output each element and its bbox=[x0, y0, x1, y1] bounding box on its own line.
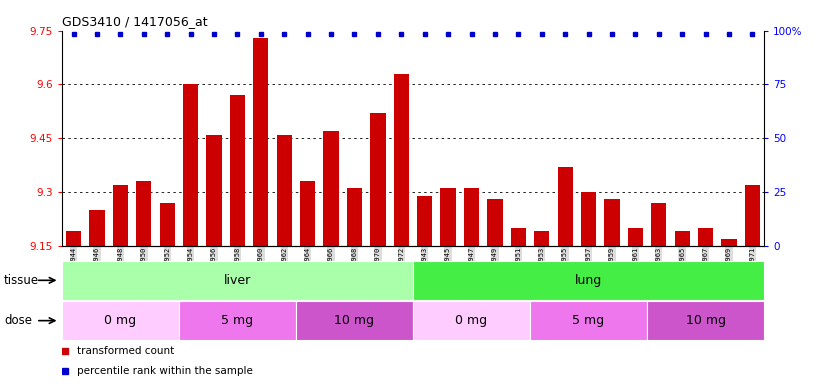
Bar bbox=[66, 232, 81, 246]
Bar bbox=[675, 232, 690, 246]
Bar bbox=[698, 228, 713, 246]
Bar bbox=[394, 74, 409, 246]
Text: percentile rank within the sample: percentile rank within the sample bbox=[78, 366, 254, 376]
Bar bbox=[183, 84, 198, 246]
Bar bbox=[464, 189, 479, 246]
Text: 10 mg: 10 mg bbox=[686, 314, 725, 327]
Bar bbox=[206, 135, 221, 246]
Bar bbox=[558, 167, 572, 246]
Text: tissue: tissue bbox=[4, 274, 40, 287]
Bar bbox=[534, 232, 549, 246]
Bar bbox=[324, 131, 339, 246]
Bar bbox=[647, 301, 764, 340]
Bar bbox=[745, 185, 760, 246]
Bar bbox=[581, 192, 596, 246]
Text: transformed count: transformed count bbox=[78, 346, 174, 356]
Bar bbox=[605, 199, 620, 246]
Text: 5 mg: 5 mg bbox=[221, 314, 254, 327]
Bar bbox=[230, 95, 245, 246]
Bar bbox=[440, 189, 456, 246]
Bar bbox=[296, 301, 413, 340]
Bar bbox=[62, 261, 413, 300]
Bar bbox=[413, 261, 764, 300]
Bar bbox=[530, 301, 647, 340]
Text: 5 mg: 5 mg bbox=[572, 314, 605, 327]
Bar bbox=[277, 135, 292, 246]
Text: GDS3410 / 1417056_at: GDS3410 / 1417056_at bbox=[62, 15, 207, 28]
Bar bbox=[113, 185, 128, 246]
Bar bbox=[487, 199, 502, 246]
Bar bbox=[179, 301, 296, 340]
Bar bbox=[510, 228, 526, 246]
Bar bbox=[413, 301, 530, 340]
Text: 10 mg: 10 mg bbox=[335, 314, 374, 327]
Bar bbox=[62, 301, 179, 340]
Text: liver: liver bbox=[224, 274, 251, 287]
Text: lung: lung bbox=[575, 274, 602, 287]
Bar bbox=[300, 181, 316, 246]
Bar bbox=[254, 38, 268, 246]
Bar bbox=[136, 181, 151, 246]
Bar bbox=[628, 228, 643, 246]
Text: dose: dose bbox=[4, 314, 32, 327]
Bar bbox=[347, 189, 362, 246]
Bar bbox=[159, 203, 175, 246]
Bar bbox=[89, 210, 105, 246]
Bar bbox=[370, 113, 386, 246]
Bar bbox=[417, 195, 432, 246]
Text: 0 mg: 0 mg bbox=[455, 314, 487, 327]
Text: 0 mg: 0 mg bbox=[104, 314, 136, 327]
Bar bbox=[651, 203, 667, 246]
Bar bbox=[721, 238, 737, 246]
